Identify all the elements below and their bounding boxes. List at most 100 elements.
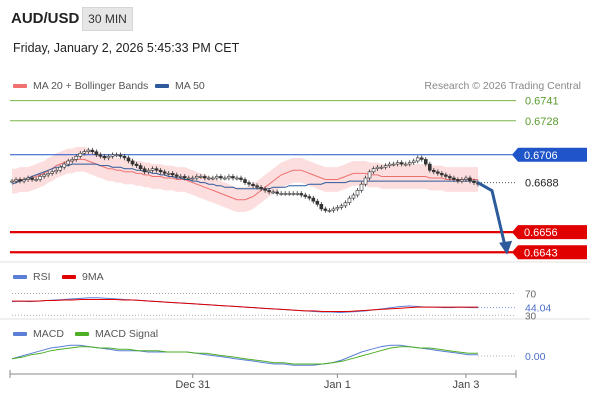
forecast-arrow-head (499, 240, 513, 255)
candle-body (295, 193, 300, 195)
candle-body (231, 176, 235, 179)
candle-body (319, 204, 324, 210)
chart-header: AUD/USD 30 MIN (0, 0, 590, 36)
candle-body (114, 154, 119, 157)
x-tick-label: Jan 3 (452, 379, 479, 391)
candle-body (444, 174, 448, 177)
candle-body (311, 197, 316, 202)
candle-body (275, 191, 279, 194)
candle-body (407, 162, 412, 165)
candle-body (94, 151, 99, 156)
candle-body (315, 200, 320, 205)
legend-rsi-label: RSI (33, 271, 51, 283)
level-tag-pivot-2 (512, 147, 587, 162)
candle-body (468, 177, 472, 182)
candle-body (287, 193, 291, 195)
rsi-ref-label: 30 (525, 311, 537, 322)
candle-body (194, 176, 199, 179)
candle-body (327, 210, 332, 212)
candle-body (215, 176, 219, 179)
candle-body (239, 177, 243, 180)
level-label-support-4: 0.6656 (524, 227, 558, 239)
candle-body (46, 173, 50, 176)
candle-body (207, 177, 211, 180)
bollinger-band (12, 147, 478, 213)
candle-body (267, 190, 271, 193)
legend-9ma: 9MA (62, 271, 104, 283)
candle-body (182, 176, 187, 179)
candle-body (452, 177, 456, 180)
candle-body (162, 171, 167, 174)
candle-body (178, 176, 183, 178)
candle-body (339, 205, 344, 208)
candle-body (375, 166, 380, 170)
candle-body (283, 193, 287, 195)
candle-body (323, 208, 328, 211)
candle-body (142, 168, 147, 173)
candle-body (307, 196, 312, 199)
candle-body (247, 182, 251, 185)
candle-body (395, 162, 400, 165)
candle-body (126, 157, 131, 162)
rsi-ref-label: 70 (525, 289, 537, 300)
candle-body (146, 169, 151, 173)
candle-body (291, 193, 296, 195)
candle-body (203, 176, 207, 179)
legend-ma20: MA 20 + Bollinger Bands (13, 80, 148, 92)
candle-body (58, 166, 63, 171)
candle-body (347, 197, 352, 204)
candle-body (166, 173, 171, 175)
candle-body (391, 163, 396, 166)
candle-body (379, 166, 384, 169)
candle-body (50, 171, 54, 174)
legend-macd: MACD (13, 328, 64, 340)
candle-body (251, 183, 255, 187)
candle-body (432, 169, 436, 173)
level-label-support-5: 0.6643 (524, 247, 558, 259)
candle-body (255, 185, 259, 188)
legend-9ma-swatch (62, 275, 76, 279)
candle-body (335, 207, 340, 210)
series-ma50 (11, 163, 478, 190)
level-tag-support-4 (512, 225, 587, 240)
candles (10, 147, 480, 213)
candle-body (102, 156, 107, 159)
macd-signal-line (11, 346, 478, 365)
candle-body (448, 176, 452, 179)
candle-body (138, 165, 143, 170)
forecast-arrow-line (477, 181, 508, 252)
candle-body (54, 169, 58, 173)
candle-body (263, 188, 267, 191)
legend-macd-signal-swatch (75, 332, 89, 336)
candle-body (271, 191, 275, 194)
candle-body (90, 149, 95, 152)
candle-body (371, 168, 376, 173)
candle-body (122, 156, 127, 159)
candle-body (415, 157, 420, 162)
candle-body (259, 186, 263, 190)
candle-body (427, 163, 432, 171)
candle-body (10, 180, 14, 183)
candle-body (14, 179, 18, 182)
candle-body (359, 183, 364, 191)
candle-body (150, 168, 155, 171)
candle-body (411, 160, 416, 163)
candle-body (74, 156, 79, 160)
candle-body (343, 202, 348, 207)
candle-body (118, 154, 123, 157)
candle-body (351, 194, 356, 199)
candle-body (460, 179, 464, 182)
candle-body (299, 193, 304, 196)
legend-macd-label: MACD (33, 328, 64, 340)
timeframe-button[interactable]: 30 MIN (82, 7, 133, 31)
candle-body (190, 177, 195, 180)
candle-body (158, 169, 163, 173)
symbol-title: AUD/USD (11, 10, 80, 27)
candle-body (403, 163, 408, 166)
legend-macd-signal: MACD Signal (75, 328, 158, 340)
candle-body (383, 165, 388, 168)
legend-rsi: RSI (13, 271, 51, 283)
candle-body (436, 171, 440, 174)
level-label-target-0: 0.6741 (525, 96, 559, 108)
